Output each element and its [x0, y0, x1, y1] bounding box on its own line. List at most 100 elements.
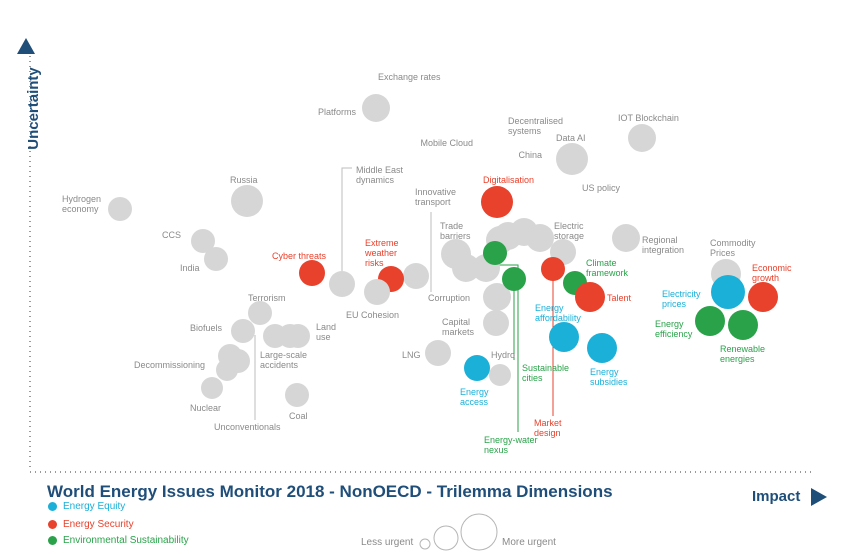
bubble-data-ai	[556, 143, 588, 175]
legend-label-sustainability: Environmental Sustainability	[63, 535, 189, 546]
bubble-electric-storage	[526, 224, 554, 252]
legend-item-sustainability: Environmental Sustainability	[48, 535, 189, 546]
bubble-sustainable-cities	[502, 267, 526, 291]
bubble-hydrogen-economy	[108, 197, 132, 221]
label-iot-blockchain: IOT Blockchain	[618, 113, 679, 123]
legend-dot-security	[48, 520, 57, 529]
bubble-large-scale-accidents	[263, 324, 287, 348]
bubble-digitalisation	[481, 186, 513, 218]
bubble-energy-efficiency	[695, 306, 725, 336]
leader-middle-east-dynamics	[341, 167, 352, 271]
label-eu-cohesion: EU Cohesion	[346, 310, 399, 320]
bubble-iot-blockchain	[628, 124, 656, 152]
label-energy-subsidies: Energy subsidies	[590, 367, 628, 387]
bubble-cyber-threats	[299, 260, 325, 286]
label-data-ai: Data AI	[556, 133, 586, 143]
label-corruption: Corruption	[428, 293, 470, 303]
size-legend-large	[460, 513, 498, 551]
bubble-india	[204, 247, 228, 271]
label-renewable-energies: Renewable energies	[720, 344, 765, 364]
bubble-energy-subsidies	[587, 333, 617, 363]
bubble-regional-integration	[612, 224, 640, 252]
label-electricity-prices: Electricity prices	[662, 289, 701, 309]
label-hydro: Hydro	[491, 350, 515, 360]
label-us-policy: US policy	[582, 183, 621, 193]
bubble-talent	[575, 282, 605, 312]
bubble-middle-east-dynamics	[329, 271, 355, 297]
x-axis-label: Impact	[752, 488, 801, 505]
bubble-terrorism	[248, 301, 272, 325]
label-middle-east-dynamics: Middle East dynamics	[356, 165, 404, 185]
legend-label-security: Energy Security	[63, 519, 134, 530]
bubble-economic-growth	[748, 282, 778, 312]
label-decentralised-systems: Decentralised systems	[508, 116, 563, 136]
label-energy-water-nexus: Energy-water nexus	[484, 435, 538, 455]
label-talent: Talent	[607, 293, 632, 303]
label-cyber-threats: Cyber threats	[272, 251, 327, 261]
label-market-design: Market design	[534, 418, 562, 438]
bubble-eu-cohesion	[364, 279, 390, 305]
label-innovative-transport: Innovative transport	[415, 187, 456, 207]
bubble-electricity-prices	[711, 275, 745, 309]
label-china: China	[518, 150, 542, 160]
bubble-hydro	[489, 364, 511, 386]
label-india: India	[180, 263, 200, 273]
label-mobile-cloud: Mobile Cloud	[420, 138, 473, 148]
legend-label-equity: Energy Equity	[63, 501, 126, 512]
label-economic-growth: Economic growth	[752, 263, 792, 283]
label-energy-efficiency: Energy efficiency	[655, 319, 693, 339]
bubble-capital-markets	[483, 310, 509, 336]
bubble-exchange-rates	[362, 94, 390, 122]
bubble-energy-water-nexus	[483, 241, 507, 265]
label-commodity-prices: Commodity Prices	[710, 238, 756, 258]
bubble-coal	[285, 383, 309, 407]
size-legend-less-label: Less urgent	[361, 537, 414, 548]
label-nuclear: Nuclear	[190, 403, 221, 413]
label-unconventionals: Unconventionals	[214, 422, 281, 432]
label-capital-markets: Capital markets	[442, 317, 475, 337]
label-ccs: CCS	[162, 230, 181, 240]
label-sustainable-cities: Sustainable cities	[522, 363, 569, 383]
label-regional-integration: Regional integration	[642, 235, 684, 255]
bubble-biofuels	[231, 319, 255, 343]
legend-dot-equity	[48, 502, 57, 511]
bubble-ccs	[191, 229, 215, 253]
bubble-land-use	[286, 324, 310, 348]
label-coal: Coal	[289, 411, 308, 421]
label-decommissioning: Decommissioning	[134, 360, 205, 370]
bubbles-layer	[108, 94, 778, 407]
bubble-russia	[231, 185, 263, 217]
impact-arrow-icon	[811, 488, 827, 506]
label-energy-affordability: Energy affordability	[535, 303, 581, 323]
bubble-cluster-1	[452, 254, 480, 282]
label-extreme-weather-risks: Extreme weather risks	[364, 238, 399, 268]
label-russia: Russia	[230, 175, 258, 185]
label-exchange-rates: Exchange rates	[378, 72, 441, 82]
label-hydrogen-economy: Hydrogen economy	[62, 194, 101, 214]
label-trade-barriers: Trade barriers	[440, 221, 471, 241]
label-biofuels: Biofuels	[190, 323, 223, 333]
bubble-energy-affordability	[549, 322, 579, 352]
label-large-scale-accidents: Large-scale accidents	[260, 350, 307, 370]
bubble-decommissioning	[226, 349, 250, 373]
bubble-lng	[425, 340, 451, 366]
labels-layer: Exchange rates Platforms IOT Blockchain Dec…	[62, 72, 792, 455]
label-land-use: Land use	[316, 322, 336, 342]
label-digitalisation: Digitalisation	[483, 175, 534, 185]
legend-item-security: Energy Security	[48, 519, 134, 530]
label-lng: LNG	[402, 350, 421, 360]
label-energy-access: Energy access	[460, 387, 489, 407]
label-electric-storage: Electric storage	[554, 221, 584, 241]
label-platforms: Platforms	[318, 107, 357, 117]
bubble-cluster-6	[403, 263, 429, 289]
bubble-nuclear	[201, 377, 223, 399]
chart-title: World Energy Issues Monitor 2018 - NonOE…	[47, 482, 613, 501]
bubble-energy-access	[464, 355, 490, 381]
legend-dot-sustainability	[48, 536, 57, 545]
label-climate-framework: Climate framework	[586, 258, 629, 278]
uncertainty-arrow-icon	[17, 38, 35, 54]
bubble-renewable-energies	[728, 310, 758, 340]
y-axis-label: Uncertainty	[24, 67, 42, 150]
bubble-corruption	[483, 283, 511, 311]
